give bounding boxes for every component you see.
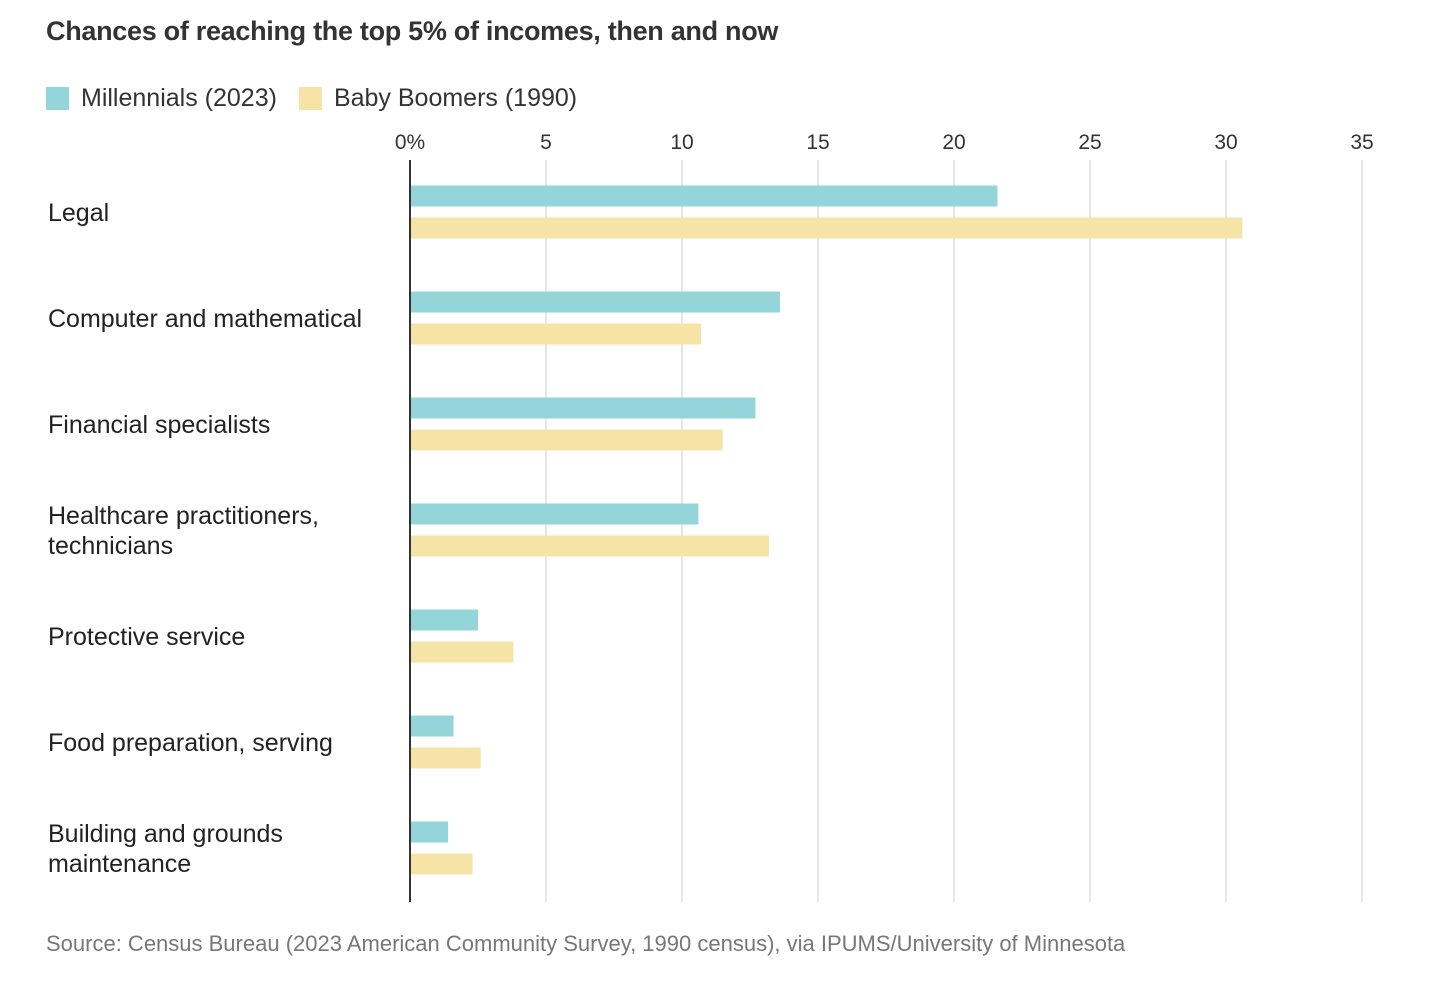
x-tick-label: 20 [942, 131, 965, 154]
category-label: Protective service [48, 623, 245, 651]
category-label: Financial specialists [48, 411, 270, 439]
x-tick-label: 35 [1350, 131, 1373, 154]
x-tick-label: 25 [1078, 131, 1101, 154]
x-tick-label: 0% [395, 131, 425, 154]
x-tick-label: 15 [806, 131, 829, 154]
x-tick-label: 30 [1214, 131, 1237, 154]
bar [410, 217, 1243, 239]
category-label: technicians [48, 532, 173, 560]
x-tick-label: 10 [670, 131, 693, 154]
legend-swatch-baby-boomers [298, 86, 322, 110]
bar [410, 503, 699, 525]
bar [410, 429, 723, 451]
bar [410, 609, 478, 631]
legend-item-baby-boomers: Baby Boomers (1990) [298, 83, 578, 113]
bar [410, 747, 481, 769]
bar [410, 715, 454, 737]
bar [410, 291, 780, 313]
source-note: Source: Census Bureau (2023 American Com… [46, 931, 1126, 956]
category-label: Building and grounds [48, 820, 283, 848]
x-tick-label: 5 [540, 131, 552, 154]
legend-label-millennials: Millennials (2023) [81, 83, 277, 112]
bar [410, 853, 473, 875]
bar [410, 323, 702, 345]
bar [410, 397, 756, 419]
legend-swatch-millennials [46, 86, 69, 110]
bar [410, 641, 514, 663]
category-label: Legal [48, 199, 109, 227]
bar [410, 821, 449, 843]
bar [410, 535, 770, 557]
category-label: Healthcare practitioners, [48, 502, 319, 530]
category-label: Food preparation, serving [48, 729, 333, 757]
chart-title: Chances of reaching the top 5% of income… [46, 16, 779, 46]
category-label: Computer and mathematical [48, 305, 362, 333]
legend-item-millennials: Millennials (2023) [46, 84, 277, 113]
category-label: maintenance [48, 850, 191, 878]
bar [410, 185, 998, 207]
legend: Millennials (2023) Baby Boomers (1990) [46, 82, 599, 114]
legend-label-baby-boomers: Baby Boomers (1990) [333, 83, 578, 112]
